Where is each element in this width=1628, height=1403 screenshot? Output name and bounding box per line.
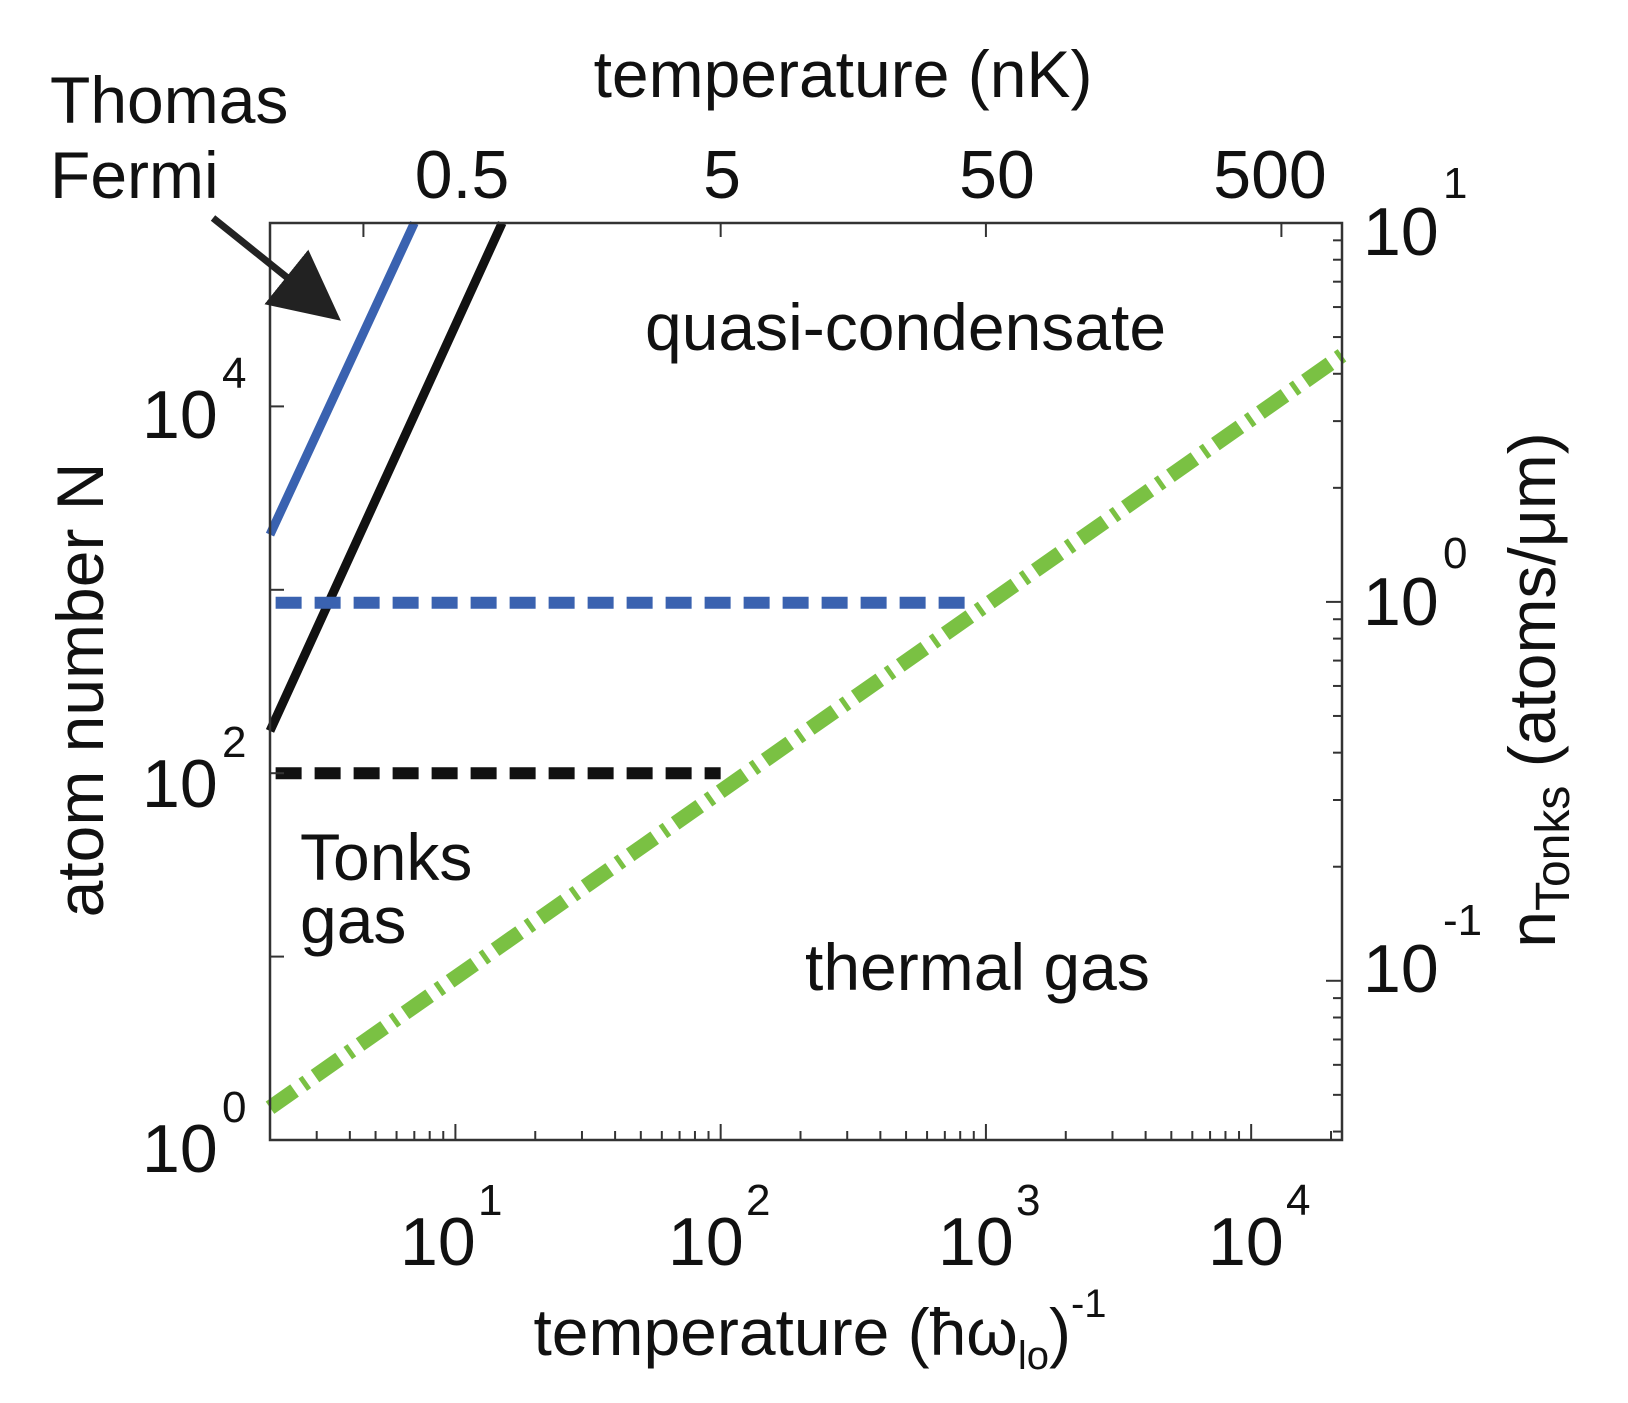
x-axis-title-close: ) [1049, 1295, 1071, 1369]
right-tick-base: 10 [1363, 194, 1439, 270]
x-tick-base: 10 [938, 1204, 1014, 1280]
annotation-quasi-condensate: quasi-condensate [645, 290, 1166, 364]
top-tick-label: 5 [703, 137, 741, 213]
top-tick-label: 50 [959, 137, 1035, 213]
plot-frame [268, 221, 1344, 1142]
y-axis-title: atom number N [43, 463, 117, 918]
series-line-1 [265, 221, 419, 537]
x-tick-label-10-2: 10 2 [668, 1176, 770, 1280]
x-tick-label-10-4: 10 4 [1208, 1176, 1310, 1280]
right-axis-title-sub: Tonks [1527, 786, 1580, 911]
series-layer [265, 221, 1347, 1114]
right-axis-title: nTonks (atoms/μm) [1495, 432, 1580, 947]
y-tick-base: 10 [142, 1111, 218, 1187]
callout-thomas: Thomas [50, 63, 288, 137]
x-tick-base: 10 [1208, 1204, 1284, 1280]
y-tick-exp: 0 [222, 1083, 246, 1132]
y-tick-base: 10 [142, 377, 218, 453]
x-tick-base: 10 [668, 1204, 744, 1280]
y-tick-label-10-0: 10 0 [142, 1083, 246, 1187]
annotation-gas: gas [300, 883, 406, 957]
top-tick-label: 500 [1213, 137, 1326, 213]
annotation-tonks: Tonks [300, 820, 472, 894]
right-axis-title-units: (atoms/μm) [1495, 432, 1569, 785]
y-tick-exp: 4 [222, 349, 246, 398]
x-tick-exp: 3 [1016, 1176, 1040, 1225]
x-axis-title-sub: lo [1018, 1334, 1049, 1378]
x-tick-exp: 4 [1286, 1176, 1310, 1225]
right-tick-base: 10 [1363, 564, 1439, 640]
y-tick-label-10-4: 10 4 [142, 349, 246, 453]
right-tick-base: 10 [1363, 931, 1439, 1007]
x-tick-label-10-3: 10 3 [938, 1176, 1040, 1280]
x-tick-base: 10 [400, 1204, 476, 1280]
y-tick-label-10-2: 10 2 [142, 718, 246, 822]
x-ticks [269, 1124, 1333, 1140]
x-tick-exp: 1 [478, 1176, 502, 1225]
right-tick-exp: -1 [1443, 896, 1482, 945]
x-axis-title-main: temperature (ħω [533, 1295, 1017, 1369]
x-axis-title: temperature (ħωlo)-1 [533, 1282, 1106, 1378]
right-tick-exp: 0 [1443, 529, 1467, 578]
top-tick-label: 0.5 [415, 137, 510, 213]
x-axis-title-sup: -1 [1071, 1282, 1107, 1326]
right-ticks [1326, 222, 1342, 1133]
right-axis-title-main: n [1495, 911, 1569, 948]
right-tick-exp: 1 [1443, 159, 1467, 208]
x-tick-label-10-1: 10 1 [400, 1176, 502, 1280]
right-tick-label-10-neg1: 10 -1 [1363, 896, 1482, 1007]
top-axis-title: temperature (nK) [594, 37, 1093, 111]
annotation-thermal-gas: thermal gas [805, 930, 1150, 1004]
callout-fermi: Fermi [50, 138, 219, 212]
x-tick-exp: 2 [746, 1176, 770, 1225]
y-tick-base: 10 [142, 746, 218, 822]
series-line-2 [265, 221, 507, 733]
top-ticks [362, 223, 1283, 237]
callout-arrow [210, 215, 341, 321]
y-tick-exp: 2 [222, 718, 246, 767]
right-tick-label-10-1: 10 1 [1363, 159, 1467, 270]
y-ticks [270, 405, 284, 1141]
right-tick-label-10-0: 10 0 [1363, 529, 1467, 640]
